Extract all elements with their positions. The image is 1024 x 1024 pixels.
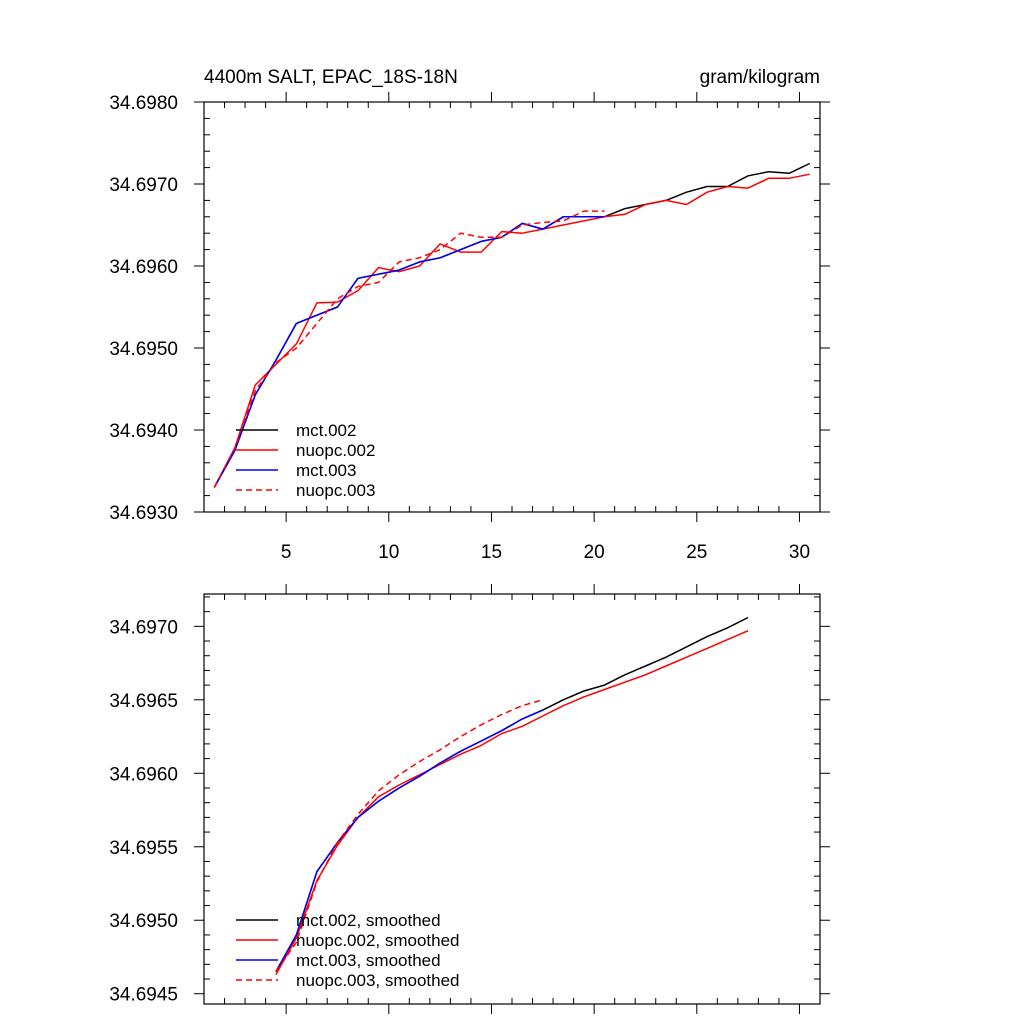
top-panel-title: 4400m SALT, EPAC_18S-18N [204, 67, 458, 88]
legend-label: mct.002 [296, 421, 356, 440]
y-tick-label: 34.6955 [109, 838, 178, 859]
y-tick-label: 34.6950 [109, 339, 178, 360]
series-line-nuopc-003-smoothed [275, 699, 544, 973]
top-panel-raw: 4400m SALT, EPAC_18S-18N gram/kilogram 5… [109, 67, 830, 563]
legend-label: mct.003 [296, 461, 356, 480]
bottom-panel-smoothed: 34.6945 34.6950 34.6955 34.6960 34.6965 34.69… [109, 584, 830, 1014]
y-tick-label: 34.6970 [109, 617, 178, 638]
legend-label: nuopc.002, smoothed [296, 931, 460, 950]
legend-label: nuopc.003, smoothed [296, 971, 460, 990]
series-line-mct-003 [213, 216, 605, 488]
bottom-panel-series [275, 616, 749, 975]
y-tick-label: 34.6980 [109, 93, 178, 114]
y-tick-label: 34.6940 [109, 421, 178, 442]
x-tick-label: 15 [481, 542, 502, 563]
top-panel-frame [203, 101, 821, 513]
series-line-nuopc-002 [213, 173, 810, 488]
y-tick-label: 34.6950 [109, 911, 178, 932]
y-tick-label: 34.6960 [109, 764, 178, 785]
x-tick-label: 10 [378, 542, 399, 563]
y-tick-label: 34.6970 [109, 175, 178, 196]
legend-label: nuopc.002 [296, 441, 375, 460]
x-tick-label: 25 [686, 542, 707, 563]
series-line-mct-003-smoothed [275, 709, 544, 973]
x-tick-label: 5 [281, 542, 292, 563]
top-panel-units: gram/kilogram [700, 67, 820, 88]
top-panel-series [213, 162, 811, 488]
y-tick-label: 34.6960 [109, 257, 178, 278]
y-tick-label: 34.6930 [109, 503, 178, 524]
top-panel-ticks: 5 10 15 20 25 30 34.6930 34.6940 34.6950 34.6960 3… [109, 92, 830, 563]
x-tick-label: 30 [789, 542, 810, 563]
bottom-panel-frame [203, 593, 821, 1005]
series-line-nuopc-003 [213, 210, 605, 488]
x-tick-label: 20 [584, 542, 605, 563]
legend-label: nuopc.003 [296, 481, 375, 500]
y-tick-label: 34.6945 [109, 985, 178, 1006]
legend-label: mct.003, smoothed [296, 951, 441, 970]
bottom-panel-ticks: 34.6945 34.6950 34.6955 34.6960 34.6965 34.69… [109, 584, 830, 1014]
y-tick-label: 34.6965 [109, 691, 178, 712]
legend-label: mct.002, smoothed [296, 911, 441, 930]
